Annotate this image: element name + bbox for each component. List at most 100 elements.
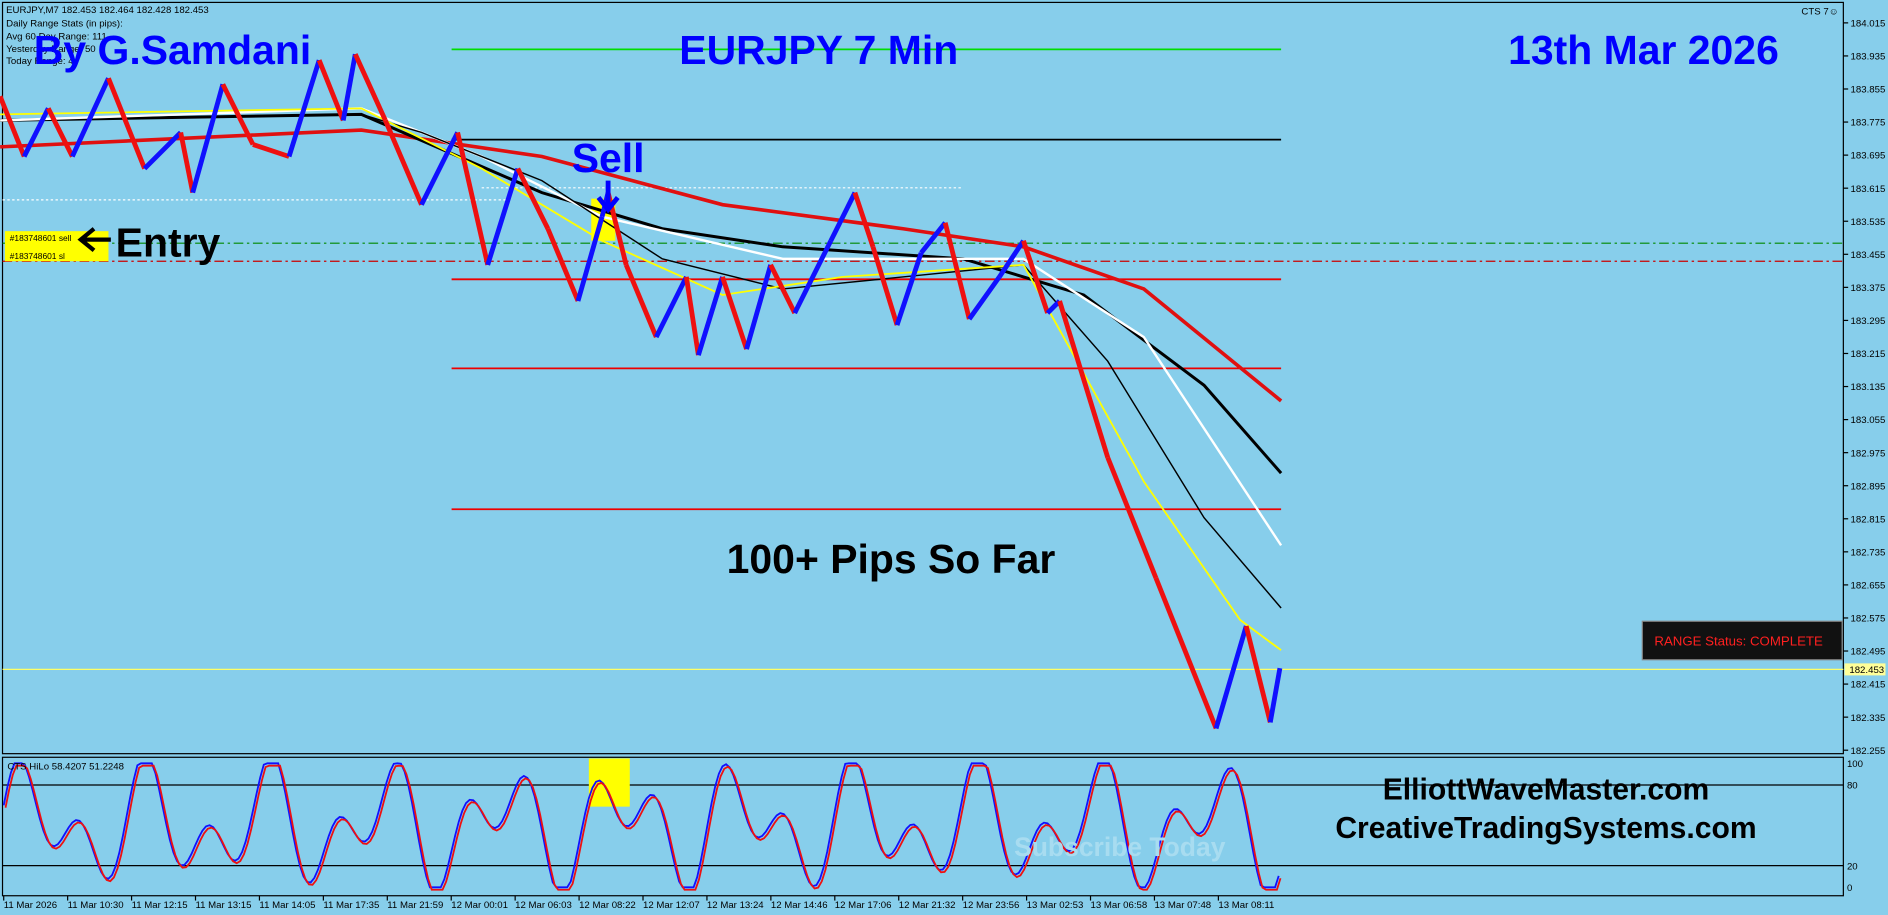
entry-label: Entry: [116, 219, 221, 265]
price-segment: [485, 167, 521, 266]
price-series: [0, 53, 1283, 730]
indicator-pane: [1, 756, 1844, 897]
price-segment: [792, 239, 833, 315]
price-segment: [997, 239, 1026, 279]
price-label: 182.815: [1851, 514, 1886, 525]
stats-line: Today Range: 4: [6, 56, 74, 67]
oscillator-line: [4, 764, 1282, 891]
price-label: 183.695: [1851, 151, 1886, 162]
levels: [2, 48, 1844, 867]
time-label: 11 Mar 17:35: [323, 900, 379, 911]
price-segment: [852, 191, 876, 248]
site-link[interactable]: ElliottWaveMaster.com: [1383, 773, 1710, 806]
price-segment: [683, 276, 701, 356]
price-segment: [142, 130, 183, 171]
price-label: 184.015: [1851, 18, 1886, 29]
price-label: 182.495: [1851, 647, 1886, 658]
time-label: 12 Mar 21:32: [899, 900, 956, 911]
price-label: 182.655: [1851, 581, 1886, 592]
order-sell: #183748601 sell: [10, 233, 72, 243]
symbol-line: EURJPY,M7 182.453 182.464 182.428 182.45…: [6, 5, 209, 16]
watermark: Subscribe Today: [1014, 832, 1226, 862]
price-label: 182.735: [1851, 547, 1886, 558]
time-label: 12 Mar 12:07: [643, 900, 700, 911]
price-label: 182.895: [1851, 481, 1886, 492]
price-segment: [22, 107, 51, 158]
price-label: 182.255: [1851, 746, 1886, 757]
price-segment: [623, 263, 659, 339]
price-label: 182.415: [1851, 680, 1886, 691]
site-link[interactable]: CreativeTradingSystems.com: [1335, 812, 1756, 845]
price-segment: [1243, 625, 1273, 723]
indicator-axis-label: 100: [1847, 759, 1863, 770]
price-label: 182.335: [1851, 713, 1886, 724]
price-label: 183.615: [1851, 184, 1886, 195]
time-label: 11 Mar 2026: [4, 900, 57, 911]
price-label: 183.375: [1851, 283, 1886, 294]
price-segment: [967, 275, 1002, 321]
price-label: 183.295: [1851, 316, 1886, 327]
time-label: 13 Mar 07:48: [1154, 900, 1211, 911]
status-box: [1641, 620, 1843, 661]
price-segment: [0, 95, 27, 158]
time-label: 13 Mar 02:53: [1027, 900, 1084, 911]
time-label: 13 Mar 08:11: [1218, 900, 1274, 911]
indicator-axis-label: 20: [1847, 861, 1858, 872]
time-label: 11 Mar 14:05: [259, 900, 315, 911]
price-segment: [419, 131, 460, 206]
stats-line: Yesterday Range: 50: [6, 44, 96, 55]
order-sl: #183748601 sl: [10, 251, 65, 261]
time-label: 12 Mar 14:46: [771, 900, 828, 911]
time-label: 12 Mar 23:56: [963, 900, 1020, 911]
price-segment: [515, 167, 551, 230]
time-label: 12 Mar 17:06: [835, 900, 892, 911]
corner-label: CTS 7☺: [1801, 6, 1838, 17]
price-segment: [720, 276, 749, 350]
price-tag: [1844, 663, 1886, 676]
price-segment: [768, 263, 797, 315]
time-label: 12 Mar 06:03: [515, 900, 572, 911]
price-label: 183.535: [1851, 217, 1886, 228]
main-pane: [1, 1, 1844, 755]
price-segment: [383, 119, 424, 206]
time-label: 11 Mar 12:15: [132, 900, 188, 911]
price-label: 182.975: [1851, 448, 1886, 459]
entry-arrow: [77, 227, 111, 253]
price-segment: [744, 264, 773, 350]
price-segment: [178, 131, 196, 194]
time-label: 12 Mar 08:22: [579, 900, 636, 911]
indicator-axis-label: 0: [1847, 883, 1852, 894]
moving-average: [0, 128, 1283, 403]
price-label: 183.215: [1851, 349, 1886, 360]
price-segment: [696, 276, 725, 356]
oscillator: [2, 762, 1282, 891]
range-status: RANGE Status: COMPLETE: [1654, 633, 1823, 648]
time-label: 12 Mar 13:24: [707, 900, 764, 911]
date: 13th Mar 2026: [1508, 27, 1779, 73]
price-segment: [106, 77, 147, 170]
price-segment: [654, 275, 689, 339]
time-label: 13 Mar 06:58: [1091, 900, 1148, 911]
price-segment: [190, 83, 226, 194]
time-label: 11 Mar 13:15: [196, 900, 252, 911]
price-segment: [575, 216, 605, 302]
price-segment: [46, 107, 75, 158]
time-label: 11 Mar 21:59: [387, 900, 443, 911]
price-label: 183.135: [1851, 382, 1886, 393]
price-segment: [455, 131, 491, 266]
price-segment: [1105, 456, 1159, 579]
sell-arrow: [596, 180, 620, 214]
price-segment: [894, 252, 924, 326]
price-segment: [545, 227, 581, 302]
price-segment: [1153, 577, 1219, 730]
price-segment: [252, 142, 290, 159]
price-segment: [919, 221, 948, 255]
price-segment: [870, 246, 900, 326]
price-label: 183.055: [1851, 415, 1886, 426]
pips-label: 100+ Pips So Far: [727, 536, 1056, 582]
price-segment: [340, 53, 358, 121]
title: EURJPY 7 Min: [679, 27, 958, 73]
price-segment: [1213, 625, 1249, 730]
